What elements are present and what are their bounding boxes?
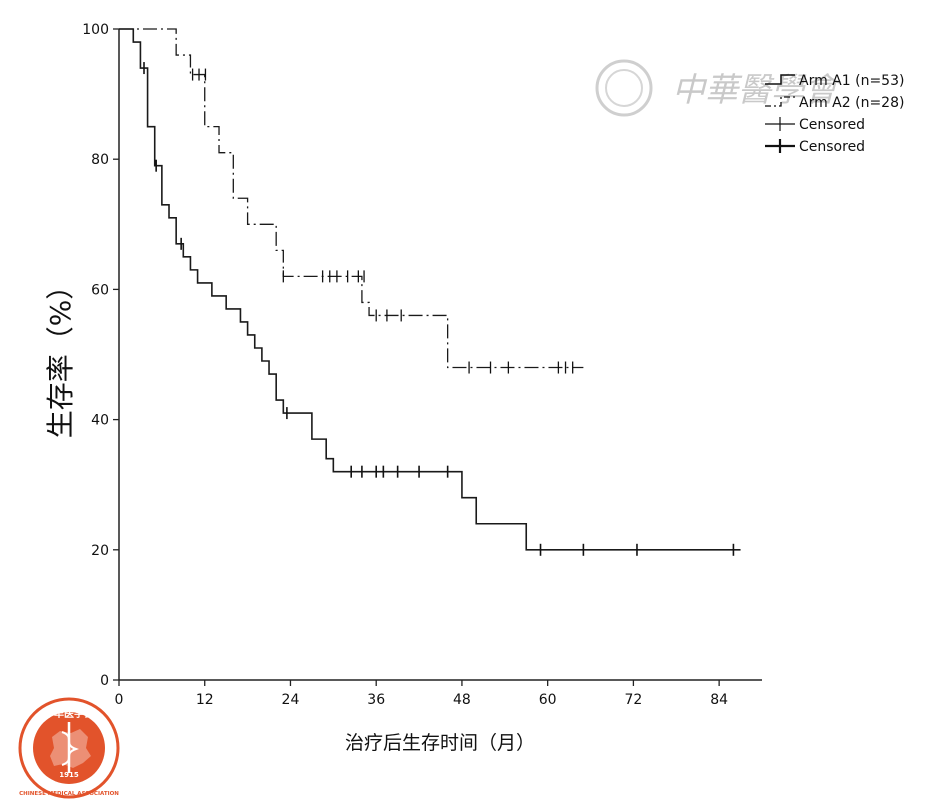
- x-tick-label: 84: [710, 692, 728, 708]
- y-tick-label: 20: [91, 543, 109, 559]
- legend-label: Arm A2 (n=28): [799, 95, 904, 111]
- x-ticks: 0 12 24 36 48 60 72 84: [115, 680, 728, 708]
- seal-year: 1915: [59, 771, 79, 779]
- x-axis-title: 治疗后生存时间（月）: [345, 732, 535, 754]
- watermark-emblem: [595, 59, 653, 117]
- series-layer: [119, 28, 741, 551]
- km-curve-1: [119, 28, 741, 551]
- watermark-text: 中華醫學會: [672, 70, 841, 109]
- y-tick-label: 60: [91, 282, 109, 298]
- x-tick-label: 72: [624, 692, 642, 708]
- km-curve-2: [119, 28, 584, 369]
- censor-layer: [143, 62, 735, 556]
- legend-label: Censored: [799, 139, 865, 155]
- legend-swatch: [765, 96, 795, 107]
- legend: Arm A1 (n=53) Arm A2 (n=28) Censored Censor…: [765, 73, 904, 155]
- watermark-emblem-inner: [605, 69, 643, 107]
- x-tick-label: 24: [282, 692, 300, 708]
- x-tick-label: 36: [367, 692, 385, 708]
- y-ticks: 0 20 40 60 80 100: [82, 22, 119, 689]
- watermark: 中華醫學會: [595, 59, 841, 117]
- seal-top-text: 中华医学会: [44, 707, 94, 720]
- seal-bottom-text: CHINESE MEDICAL ASSOCIATION: [19, 791, 119, 797]
- x-tick-label: 0: [115, 692, 124, 708]
- legend-item: Censored: [765, 117, 865, 133]
- x-tick-label: 60: [539, 692, 557, 708]
- y-tick-label: 0: [100, 673, 109, 689]
- legend-label: Censored: [799, 117, 865, 133]
- legend-item: Arm A2 (n=28): [765, 95, 904, 111]
- seal-serpent-icon: [61, 731, 79, 766]
- y-tick-label: 80: [91, 152, 109, 168]
- seal-map-icon: [50, 729, 91, 768]
- x-tick-label: 48: [453, 692, 471, 708]
- axes: [118, 29, 762, 681]
- legend-swatch: [765, 74, 795, 85]
- legend-item: Arm A1 (n=53): [765, 73, 904, 89]
- x-tick-label: 12: [196, 692, 214, 708]
- y-tick-label: 100: [82, 22, 109, 38]
- legend-item: Censored: [765, 139, 865, 155]
- legend-label: Arm A1 (n=53): [799, 73, 904, 89]
- chinese-medical-association-seal: 中华医学会 CHINESE MEDICAL ASSOCIATION 1915: [18, 697, 120, 799]
- y-tick-label: 40: [91, 413, 109, 429]
- y-axis-title: 生存率（%）: [44, 272, 77, 439]
